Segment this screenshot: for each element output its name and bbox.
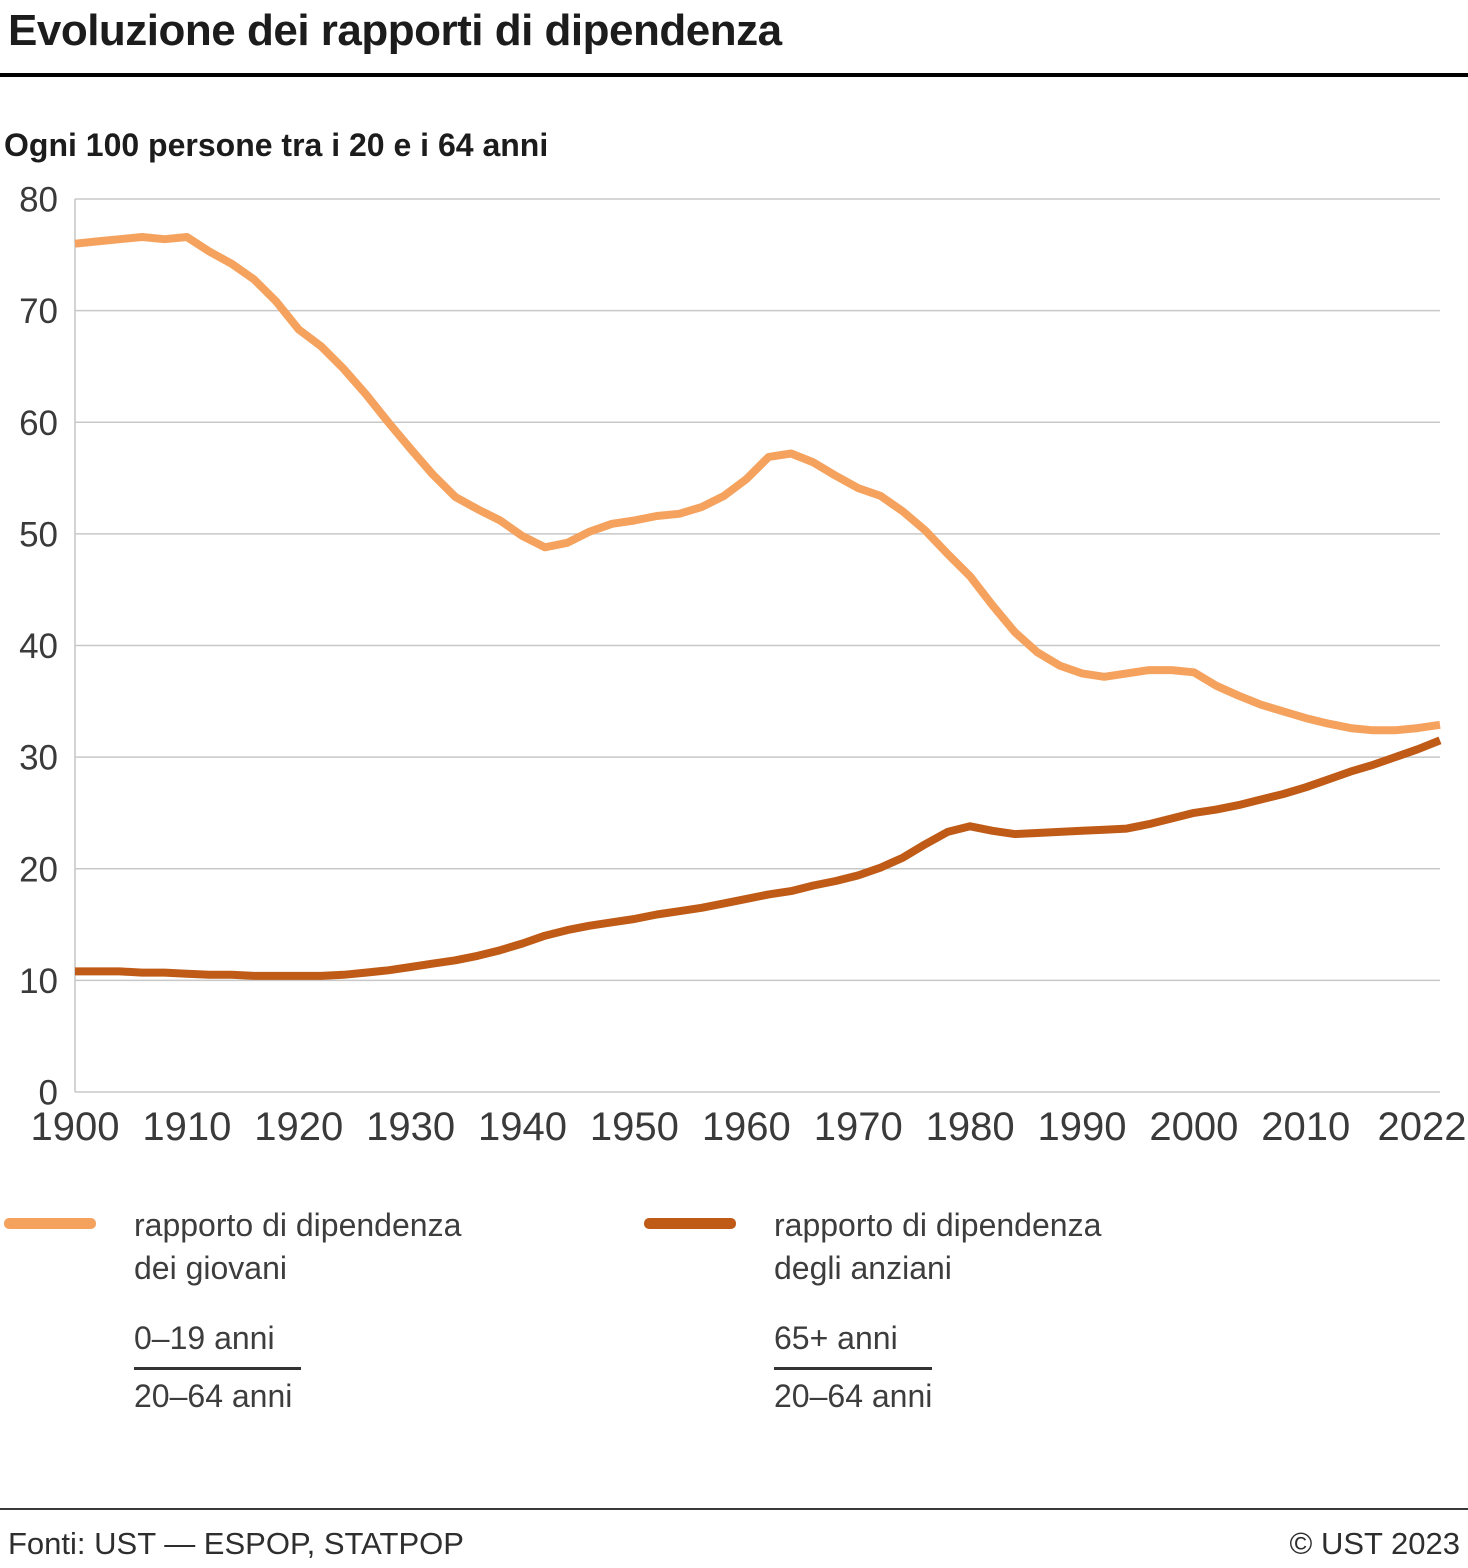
- legend: rapporto di dipendenza dei giovani 0–19 …: [4, 1204, 1468, 1415]
- header: Evoluzione dei rapporti di dipendenza: [0, 0, 1468, 57]
- x-tick-label-2022: 2022: [1378, 1105, 1467, 1149]
- page-title: Evoluzione dei rapporti di dipendenza: [8, 6, 782, 55]
- elderly-ratio-denominator: 20–64 anni: [774, 1377, 933, 1414]
- chart-area: 0 10 20 30 40 50 60 70 80 1900 1910 1920 1930 1940 195…: [0, 172, 1468, 1162]
- y-tick-label-50: 50: [19, 515, 58, 554]
- legend-label-elderly-line1: rapporto di dipendenza: [774, 1206, 1102, 1243]
- youth-ratio-formula: 0–19 anni 20–64 anni: [134, 1320, 301, 1415]
- x-tick-label-1950: 1950: [590, 1105, 679, 1149]
- y-tick-label-70: 70: [19, 292, 58, 331]
- elderly-ratio-numerator: 65+ anni: [774, 1320, 933, 1370]
- y-tick-label-10: 10: [19, 961, 58, 1000]
- y-tick-label-40: 40: [19, 627, 58, 666]
- legend-item-elderly: rapporto di dipendenza degli anziani 65+…: [644, 1204, 1101, 1415]
- chart-subtitle: Ogni 100 persone tra i 20 e i 64 anni: [4, 126, 549, 163]
- legend-label-elderly-line2: degli anziani: [774, 1249, 952, 1286]
- youth-ratio-numerator: 0–19 anni: [134, 1320, 301, 1370]
- x-tick-label-1990: 1990: [1037, 1105, 1126, 1149]
- y-tick-label-30: 30: [19, 738, 58, 777]
- x-tick-label-1980: 1980: [926, 1105, 1015, 1149]
- legend-label-youth-line2: dei giovani: [134, 1249, 287, 1286]
- y-tick-label-20: 20: [19, 850, 58, 889]
- series-line-1: [75, 736, 1442, 980]
- footer-copyright: © UST 2023: [1289, 1526, 1460, 1561]
- youth-ratio-denominator: 20–64 anni: [134, 1377, 293, 1414]
- legend-body-elderly: rapporto di dipendenza degli anziani 65+…: [774, 1204, 1101, 1415]
- youth-line-swatch: [4, 1217, 96, 1229]
- x-tick-label-1900: 1900: [31, 1105, 120, 1149]
- legend-label-youth: rapporto di dipendenza dei giovani: [134, 1204, 461, 1290]
- elderly-ratio-formula: 65+ anni 20–64 anni: [774, 1320, 933, 1415]
- x-tick-label-1930: 1930: [366, 1105, 455, 1149]
- legend-label-youth-line1: rapporto di dipendenza: [134, 1206, 462, 1243]
- x-tick-label-1920: 1920: [254, 1105, 343, 1149]
- x-tick-label-1970: 1970: [814, 1105, 903, 1149]
- dependency-ratio-line-chart: 0 10 20 30 40 50 60 70 80 1900 1910 1920 1930 1940 195…: [19, 180, 1467, 1149]
- legend-body-youth: rapporto di dipendenza dei giovani 0–19 …: [134, 1204, 461, 1415]
- x-tick-label-2000: 2000: [1149, 1105, 1238, 1149]
- x-tick-label-1940: 1940: [478, 1105, 567, 1149]
- elderly-line-swatch: [644, 1217, 736, 1229]
- y-tick-label-80: 80: [19, 180, 58, 219]
- y-tick-label-60: 60: [19, 403, 58, 442]
- y-tick-label-0: 0: [39, 1073, 58, 1112]
- legend-label-elderly: rapporto di dipendenza degli anziani: [774, 1204, 1101, 1290]
- footer: Fonti: UST — ESPOP, STATPOP © UST 2023: [0, 1508, 1468, 1562]
- x-tick-label-1910: 1910: [142, 1105, 231, 1149]
- x-tick-label-2010: 2010: [1261, 1105, 1350, 1149]
- footer-sources: Fonti: UST — ESPOP, STATPOP: [8, 1526, 464, 1561]
- title-divider: [0, 72, 1468, 77]
- x-tick-label-1960: 1960: [702, 1105, 791, 1149]
- legend-item-youth: rapporto di dipendenza dei giovani 0–19 …: [4, 1204, 644, 1415]
- series-line-0: [74, 232, 1441, 734]
